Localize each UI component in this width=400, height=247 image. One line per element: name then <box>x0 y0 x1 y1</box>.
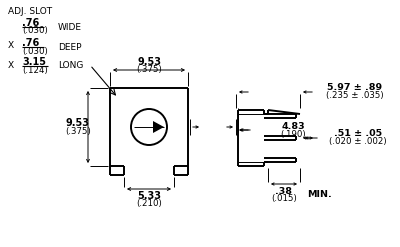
Text: ADJ. SLOT: ADJ. SLOT <box>8 7 52 17</box>
Text: (.190): (.190) <box>280 129 306 139</box>
Text: (.020 ± .002): (.020 ± .002) <box>329 137 387 145</box>
Text: (.015): (.015) <box>271 193 297 203</box>
Text: 5.33: 5.33 <box>137 191 161 201</box>
Text: MIN.: MIN. <box>308 189 332 199</box>
Text: X: X <box>8 61 14 69</box>
Text: .38: .38 <box>276 186 292 195</box>
Text: DEEP: DEEP <box>58 42 82 52</box>
Text: 9.53: 9.53 <box>137 57 161 67</box>
Text: (.375): (.375) <box>136 64 162 74</box>
Text: 5.97 ± .89: 5.97 ± .89 <box>328 82 382 91</box>
Text: (.375): (.375) <box>65 126 91 136</box>
Text: (.030): (.030) <box>22 26 48 36</box>
Text: (.210): (.210) <box>136 199 162 207</box>
Text: 9.53: 9.53 <box>66 118 90 128</box>
Text: (.235 ± .035): (.235 ± .035) <box>326 90 384 100</box>
Text: 4.83: 4.83 <box>281 122 305 130</box>
Text: (.030): (.030) <box>22 46 48 56</box>
Text: WIDE: WIDE <box>58 22 82 32</box>
Text: (.124): (.124) <box>22 65 48 75</box>
Text: .76: .76 <box>22 18 39 28</box>
Text: .51 ± .05: .51 ± .05 <box>334 128 382 138</box>
Text: X: X <box>8 41 14 50</box>
Text: LONG: LONG <box>58 61 83 69</box>
Text: 3.15: 3.15 <box>22 57 46 67</box>
Text: .76: .76 <box>22 38 39 48</box>
Polygon shape <box>153 121 164 133</box>
